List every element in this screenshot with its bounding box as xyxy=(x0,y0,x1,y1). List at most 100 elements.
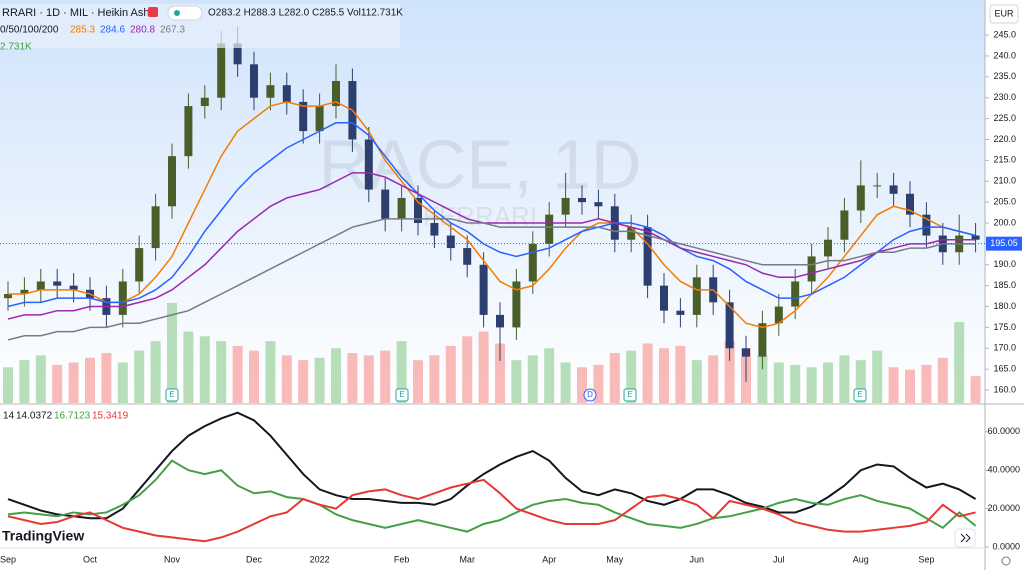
volume-bar xyxy=(544,348,555,403)
volume-bar xyxy=(773,362,784,403)
volume-bar xyxy=(527,355,538,403)
candle-body xyxy=(856,185,865,211)
y-tick-label: 160.0 xyxy=(993,384,1016,394)
last-price-tag xyxy=(986,236,1022,251)
volume-bar xyxy=(199,336,210,403)
ma-value: 280.8 xyxy=(130,25,155,36)
candle-body xyxy=(840,210,849,240)
volume-bar xyxy=(331,348,341,403)
volume-bar xyxy=(52,364,63,403)
candle-body xyxy=(315,106,324,132)
event-label: E xyxy=(169,390,174,399)
candle-body xyxy=(463,248,472,265)
volume-bar xyxy=(380,350,391,403)
y-tick-label: 190.0 xyxy=(993,259,1016,269)
candle-body xyxy=(774,306,783,324)
volume-bar xyxy=(675,345,686,403)
dmi-line xyxy=(7,459,977,533)
currency[interactable]: EUR xyxy=(994,8,1014,18)
volume-bar xyxy=(281,355,292,403)
y-tick-label: 230.0 xyxy=(993,92,1016,102)
last-price: 195.05 xyxy=(990,238,1018,248)
volume-bar xyxy=(511,360,522,403)
moving-average xyxy=(8,101,976,329)
candle-body xyxy=(742,348,750,357)
volume-bar xyxy=(593,364,604,403)
dmi-value: 14.0372 xyxy=(16,411,53,422)
candle-body xyxy=(906,193,914,215)
event-label: E xyxy=(627,390,632,399)
candle-body xyxy=(807,256,816,282)
y-tick-label: 170.0 xyxy=(993,343,1016,353)
dmi-line xyxy=(7,478,976,543)
y-tick-label: 205.0 xyxy=(993,197,1016,207)
flag-icon[interactable] xyxy=(148,7,158,17)
candle-body xyxy=(184,106,193,157)
candle-body xyxy=(479,264,488,315)
volume-bar xyxy=(101,353,112,403)
volume-bar xyxy=(708,355,719,403)
candle-body xyxy=(561,197,570,215)
event-label: D xyxy=(587,390,593,399)
candle-body xyxy=(430,223,439,236)
candle-body xyxy=(118,281,127,315)
y-tick-label: 20.0000 xyxy=(987,503,1020,513)
volume-bar xyxy=(478,331,489,403)
status-pill[interactable] xyxy=(167,5,203,21)
volume-bar xyxy=(609,353,620,403)
candle-body xyxy=(660,285,668,311)
candle-body xyxy=(791,281,800,307)
currency-button[interactable] xyxy=(989,4,1019,24)
candle-body xyxy=(381,189,390,219)
symbol: RRARI · 1D · MIL · Heikin Ashi xyxy=(2,7,152,19)
volume-bar xyxy=(134,350,145,403)
y-tick-label: 185.0 xyxy=(993,280,1016,290)
event-marker xyxy=(583,388,597,402)
x-tick-label: Apr xyxy=(542,554,556,564)
volume-bar xyxy=(413,360,423,403)
x-tick-label: Mar xyxy=(459,554,475,564)
volume-bar xyxy=(183,331,194,403)
x-tick-label: Sep xyxy=(0,554,16,564)
candle-body xyxy=(332,81,340,107)
candle-body xyxy=(36,281,45,290)
status-dot xyxy=(174,10,180,16)
candle-body xyxy=(200,97,209,107)
volume-bar xyxy=(577,367,587,403)
y-tick-label: 210.0 xyxy=(993,176,1016,186)
ma-legend: 0/50/100/200 xyxy=(0,25,59,36)
candle-body xyxy=(266,85,275,98)
brand: TradingView xyxy=(2,528,84,544)
volume-bar xyxy=(970,376,981,403)
volume-bar xyxy=(888,367,899,403)
volume-bar xyxy=(921,364,932,403)
x-tick-label: May xyxy=(606,554,624,564)
x-tick-label: Jun xyxy=(690,554,705,564)
volume-bar xyxy=(35,355,46,403)
volume-bar xyxy=(954,322,965,403)
candle-body xyxy=(496,314,504,328)
volume-bar xyxy=(937,357,948,403)
dmi-line xyxy=(7,411,977,520)
event-marker xyxy=(623,388,637,402)
volume-bar xyxy=(462,336,473,403)
candle-body xyxy=(643,227,652,286)
volume-bar xyxy=(298,360,309,403)
candle-body xyxy=(250,64,258,98)
volume-bar xyxy=(790,364,801,403)
candle-body xyxy=(512,281,521,328)
settings-icon[interactable] xyxy=(1001,556,1011,566)
ohlc: O283.2 H288.3 L282.0 C285.5 Vol112.731K xyxy=(208,8,403,19)
volume-bar xyxy=(445,345,456,403)
candle-body xyxy=(282,85,291,102)
moving-average xyxy=(7,122,976,308)
volume-bar xyxy=(216,341,227,403)
dmi-legend: 14 xyxy=(3,411,15,422)
x-tick-label: Aug xyxy=(853,554,869,564)
volume-bar xyxy=(691,360,702,403)
volume-bar xyxy=(626,350,637,403)
candle-body xyxy=(397,197,406,219)
candle-body xyxy=(414,197,422,224)
event-marker xyxy=(853,388,867,402)
